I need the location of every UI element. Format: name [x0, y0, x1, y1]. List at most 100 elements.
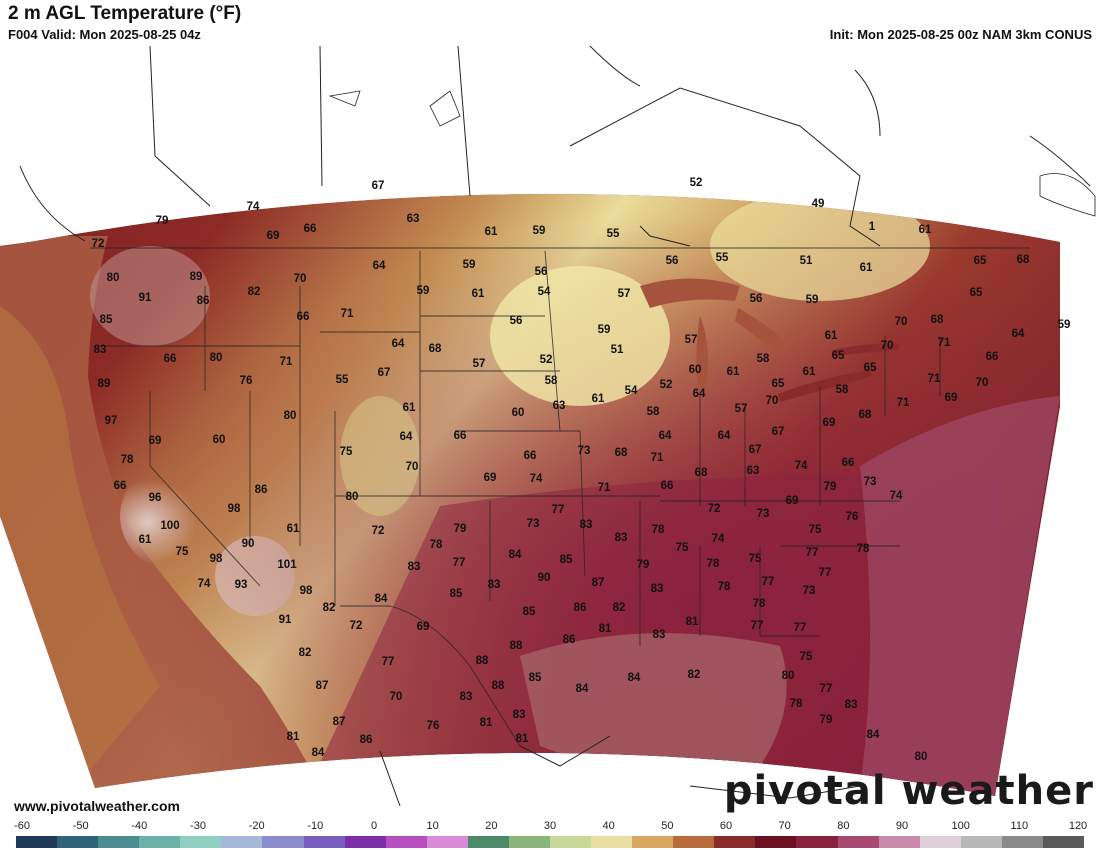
temperature-value: 65 [969, 287, 983, 299]
temperature-value: 71 [650, 452, 664, 464]
temperature-value: 84 [508, 549, 522, 561]
color-scale-swatch [139, 836, 181, 848]
color-scale-tick: 100 [951, 820, 970, 832]
temperature-value: 66 [985, 351, 999, 363]
color-scale-tick: 80 [837, 820, 850, 832]
temperature-value: 61 [918, 224, 932, 236]
temperature-value: 63 [552, 400, 566, 412]
color-scale-swatch [57, 836, 99, 848]
temperature-value: 82 [247, 286, 261, 298]
temperature-value: 61 [138, 534, 152, 546]
temperature-value: 77 [761, 576, 775, 588]
temperature-value: 85 [559, 554, 573, 566]
temperature-value: 80 [781, 670, 795, 682]
temperature-value: 75 [799, 651, 813, 663]
temperature-value: 96 [148, 492, 162, 504]
temperature-value: 71 [896, 397, 910, 409]
temperature-value: 61 [484, 226, 498, 238]
temperature-value: 56 [534, 266, 548, 278]
temperature-value: 69 [266, 230, 280, 242]
temperature-value: 64 [391, 338, 405, 350]
color-scale-tick: -40 [131, 820, 148, 832]
color-scale-bar [16, 836, 1085, 848]
color-scale-tick: 40 [602, 820, 615, 832]
temperature-value: 83 [407, 561, 421, 573]
temperature-value: 77 [818, 567, 832, 579]
temperature-value: 82 [322, 602, 336, 614]
temperature-value: 80 [106, 272, 120, 284]
temperature-value: 88 [509, 640, 523, 652]
color-scale-tick: 50 [661, 820, 674, 832]
temperature-value: 74 [246, 201, 260, 213]
temperature-value: 58 [756, 353, 770, 365]
temperature-value: 86 [196, 295, 210, 307]
temperature-value: 65 [973, 255, 987, 267]
color-scale-swatch [262, 836, 304, 848]
color-scale-swatch [467, 836, 509, 848]
color-scale-tick: -10 [307, 820, 324, 832]
website-url[interactable]: www.pivotalweather.com [14, 798, 180, 814]
temperature-value: 66 [296, 311, 310, 323]
temperature-value: 72 [371, 525, 385, 537]
color-scale-swatch [508, 836, 551, 848]
temperature-value: 78 [856, 543, 870, 555]
temperature-value: 78 [752, 598, 766, 610]
temperature-value: 61 [471, 288, 485, 300]
temperature-value: 74 [711, 533, 725, 545]
temperature-value: 49 [811, 198, 825, 210]
temperature-value: 78 [651, 524, 665, 536]
temperature-value: 80 [283, 410, 297, 422]
temperature-value: 68 [614, 447, 628, 459]
temperature-value: 89 [97, 378, 111, 390]
color-scale-swatch [1042, 836, 1085, 848]
temperature-value: 84 [627, 672, 641, 684]
color-scale-swatch [344, 836, 386, 848]
temperature-value: 61 [591, 393, 605, 405]
temperature-value: 54 [537, 286, 551, 298]
color-scale-tick: 70 [778, 820, 791, 832]
temperature-value: 79 [819, 714, 833, 726]
temperature-value: 70 [880, 340, 894, 352]
temperature-value: 83 [652, 629, 666, 641]
temperature-value: 63 [406, 213, 420, 225]
temperature-value: 64 [399, 431, 413, 443]
temperature-value: 71 [340, 308, 354, 320]
color-scale-swatch [837, 836, 879, 848]
temperature-value: 77 [452, 557, 466, 569]
temperature-value: 59 [1057, 319, 1071, 331]
temperature-value: 76 [239, 375, 253, 387]
temperature-value: 63 [746, 465, 760, 477]
map-title: 2 m AGL Temperature (°F) [8, 3, 242, 24]
temperature-value: 67 [371, 180, 385, 192]
temperature-value: 60 [511, 407, 525, 419]
temperature-value: 61 [824, 330, 838, 342]
temperature-value: 69 [944, 392, 958, 404]
temperature-value: 57 [734, 403, 748, 415]
color-scale-swatch [303, 836, 345, 848]
temperature-value: 58 [835, 384, 849, 396]
temperature-value: 90 [537, 572, 551, 584]
color-scale-tick: 20 [485, 820, 498, 832]
color-scale-swatch [180, 836, 222, 848]
temperature-value: 75 [175, 546, 189, 558]
temperature-value: 64 [692, 388, 706, 400]
temperature-value: 74 [197, 578, 211, 590]
temperature-value: 79 [453, 523, 467, 535]
temperature-value: 73 [526, 518, 540, 530]
temperature-value: 81 [286, 731, 300, 743]
temperature-value: 59 [805, 294, 819, 306]
color-scale-swatch [98, 836, 140, 848]
temperature-value: 77 [819, 683, 833, 695]
temperature-value: 83 [93, 344, 107, 356]
temperature-value: 70 [975, 377, 989, 389]
temperature-value: 51 [610, 344, 624, 356]
temperature-value: 66 [113, 480, 127, 492]
color-scale-tick: -50 [72, 820, 89, 832]
temperature-value: 80 [345, 491, 359, 503]
temperature-value: 83 [459, 691, 473, 703]
temperature-value: 81 [515, 733, 529, 745]
temperature-value: 78 [789, 698, 803, 710]
temperature-value: 70 [405, 461, 419, 473]
temperature-value: 75 [339, 446, 353, 458]
temperature-value: 85 [522, 606, 536, 618]
